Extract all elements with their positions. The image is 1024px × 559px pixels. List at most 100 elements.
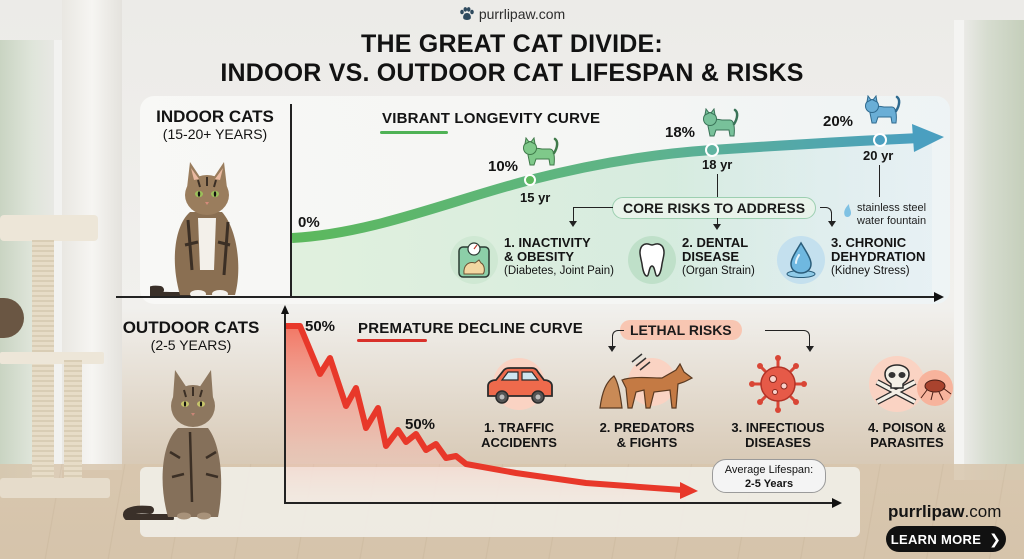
- risk-2-title-line-1: 2. DENTAL: [682, 235, 749, 250]
- brand-url: purrlipaw.com: [478, 6, 566, 22]
- risk-2-detail: (Organ Strain): [682, 265, 755, 277]
- lethal-risks-left-arrow: [608, 346, 616, 352]
- outdoor-top-pct: 50%: [305, 318, 336, 335]
- bubble-line-2: 2-5 Years: [744, 478, 794, 490]
- outdoor-x-axis-arrow: [832, 498, 842, 508]
- lethal-risk-3-line-2: DISEASES: [745, 435, 811, 450]
- risk-3-title-line-2: DEHYDRATION: [831, 249, 926, 264]
- water-drop-small-icon: [844, 204, 851, 217]
- lethal-risk-4-line-1: 4. POISON &: [867, 420, 947, 435]
- lethal-risk-infectious: 3. INFECTIOUS DISEASES: [723, 352, 833, 450]
- outdoor-section-label: OUTDOOR CATS (2-5 YEARS): [108, 318, 274, 354]
- lethal-risk-1-line-1: 1. TRAFFIC: [483, 420, 555, 435]
- lethal-risk-2-line-1: 2. PREDATORS: [599, 420, 695, 435]
- indoor-point-0-pct: 0%: [298, 214, 320, 231]
- outdoor-curve-underline: [357, 339, 427, 342]
- fountain-note-line-1: stainless steel: [857, 202, 927, 214]
- bubble-line-1: Average Lifespan:: [724, 464, 814, 476]
- learn-more-button[interactable]: LEARN MORE ❯: [886, 526, 1006, 552]
- core-risks-right-connector: [820, 207, 832, 221]
- background-window-right: [954, 20, 1024, 480]
- indoor-title: INDOOR CATS: [156, 107, 274, 126]
- risk-1-title-line-2: & OBESITY: [504, 249, 575, 264]
- indoor-point-2-pct: 18%: [665, 124, 696, 141]
- indoor-curve-underline: [380, 131, 448, 134]
- cartoon-cat-blue-icon: [865, 95, 901, 124]
- outdoor-curve-title: PREMATURE DECLINE CURVE: [358, 320, 583, 337]
- outdoor-x-axis: [284, 502, 834, 504]
- indoor-cat-photo: [150, 162, 239, 298]
- outdoor-title: OUTDOOR CATS: [122, 318, 260, 337]
- brand-footer-suffix: .com: [964, 502, 1002, 521]
- cat-tree-shelf-lower: [0, 352, 104, 364]
- indoor-18yr-connector: [717, 174, 718, 198]
- core-risks-header: CORE RISKS TO ADDRESS: [612, 197, 817, 219]
- tooth-icon: [628, 236, 676, 284]
- indoor-point-3-pct: 20%: [823, 113, 854, 130]
- fountain-note-line-2: water fountain: [857, 215, 927, 227]
- risk-1-detail: (Diabetes, Joint Pain): [504, 265, 614, 277]
- cat-tree-shelf: [0, 215, 98, 241]
- core-risks-left-arrow: [569, 221, 577, 227]
- lethal-risks-left-connector: [612, 330, 624, 346]
- lethal-risks-right-connector: [765, 330, 810, 346]
- indoor-curve-title: VIBRANT LONGEVITY CURVE: [382, 110, 601, 127]
- indoor-point-1-year: 15 yr: [520, 190, 551, 205]
- indoor-y-axis: [290, 104, 292, 298]
- chevron-right-icon: ❯: [989, 530, 1002, 547]
- indoor-20yr-connector: [879, 165, 880, 197]
- outdoor-years: (2-5 YEARS): [150, 337, 232, 353]
- lethal-risk-predators: 2. PREDATORS & FIGHTS: [592, 352, 702, 450]
- cartoon-cat-teal-icon: [703, 108, 739, 137]
- indoor-years: (15-20+ YEARS): [162, 126, 268, 142]
- cat-tree-base: [0, 478, 110, 498]
- brand-footer-name: purrlipaw: [888, 502, 965, 521]
- indoor-point-3-year: 20 yr: [863, 148, 894, 163]
- average-lifespan-bubble: Average Lifespan: 2-5 Years: [712, 459, 826, 493]
- lethal-risk-1-line-2: ACCIDENTS: [481, 435, 557, 450]
- outdoor-mid-pct: 50%: [405, 416, 436, 433]
- indoor-x-axis: [116, 296, 936, 298]
- risk-3-title-line-1: 3. CHRONIC: [831, 235, 907, 250]
- page-title: THE GREAT CAT DIVIDE: INDOOR VS. OUTDOOR…: [0, 30, 1024, 88]
- cat-tree-post-small: [64, 360, 82, 490]
- lethal-risks-right-arrow: [806, 346, 814, 352]
- cartoon-cat-green-icon: [523, 137, 559, 166]
- indoor-risk-dehydration: 3. CHRONIC DEHYDRATION (Kidney Stress): [777, 236, 925, 284]
- risk-1-title-line-1: 1. INACTIVITY: [504, 235, 591, 250]
- brand-footer[interactable]: purrlipaw.com: [888, 502, 1001, 522]
- scale-cat-icon: [450, 236, 498, 284]
- indoor-section-label: INDOOR CATS (15-20+ YEARS): [140, 107, 290, 143]
- core-risks-right-arrow: [828, 221, 836, 227]
- fountain-note: stainless steel water fountain: [843, 202, 926, 228]
- risk-3-detail: (Kidney Stress): [831, 265, 910, 277]
- lethal-risks-header: LETHAL RISKS: [620, 320, 742, 340]
- paw-icon: [460, 7, 474, 20]
- outdoor-y-axis: [284, 312, 286, 502]
- risk-2-title-line-2: DISEASE: [682, 249, 740, 264]
- core-risks-center-arrow: [713, 224, 721, 230]
- learn-more-label: LEARN MORE: [890, 531, 982, 547]
- skull-flea-icon: [869, 356, 953, 412]
- cat-tree-post: [32, 240, 54, 490]
- virus-icon: [749, 355, 807, 413]
- outdoor-cat-photo: [122, 370, 222, 520]
- outdoor-y-axis-arrow: [281, 305, 289, 314]
- lethal-risk-3-line-1: 3. INFECTIOUS: [731, 420, 825, 435]
- indoor-risk-inactivity: 1. INACTIVITY & OBESITY (Diabetes, Joint…: [450, 236, 614, 284]
- water-drop-icon: [777, 236, 825, 284]
- car-icon: [487, 358, 553, 410]
- core-risks-left-connector: [573, 207, 613, 221]
- lethal-risk-poison: 4. POISON & PARASITES: [852, 352, 962, 450]
- indoor-point-2-year: 18 yr: [702, 157, 733, 172]
- indoor-x-axis-arrow: [934, 292, 944, 302]
- lethal-risk-traffic: 1. TRAFFIC ACCIDENTS: [464, 356, 574, 450]
- predator-icon: [599, 353, 694, 409]
- title-line-1: THE GREAT CAT DIVIDE:: [361, 30, 663, 58]
- outdoor-decline-curve: [286, 323, 698, 502]
- indoor-risk-dental: 2. DENTAL DISEASE (Organ Strain): [628, 236, 755, 284]
- title-line-2: INDOOR VS. OUTDOOR CAT LIFESPAN & RISKS: [220, 59, 804, 87]
- lethal-risk-4-line-2: PARASITES: [870, 435, 944, 450]
- brand-header: purrlipaw.com: [0, 6, 1024, 22]
- lethal-risk-2-line-2: & FIGHTS: [616, 435, 678, 450]
